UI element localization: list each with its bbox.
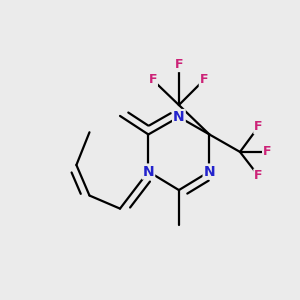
Text: F: F: [254, 169, 263, 182]
Text: N: N: [142, 164, 154, 178]
Text: N: N: [173, 110, 185, 124]
Text: F: F: [148, 74, 157, 86]
Text: F: F: [254, 120, 263, 133]
Text: N: N: [204, 164, 215, 178]
Text: F: F: [175, 58, 183, 71]
Text: F: F: [263, 146, 272, 158]
Text: F: F: [200, 74, 208, 86]
